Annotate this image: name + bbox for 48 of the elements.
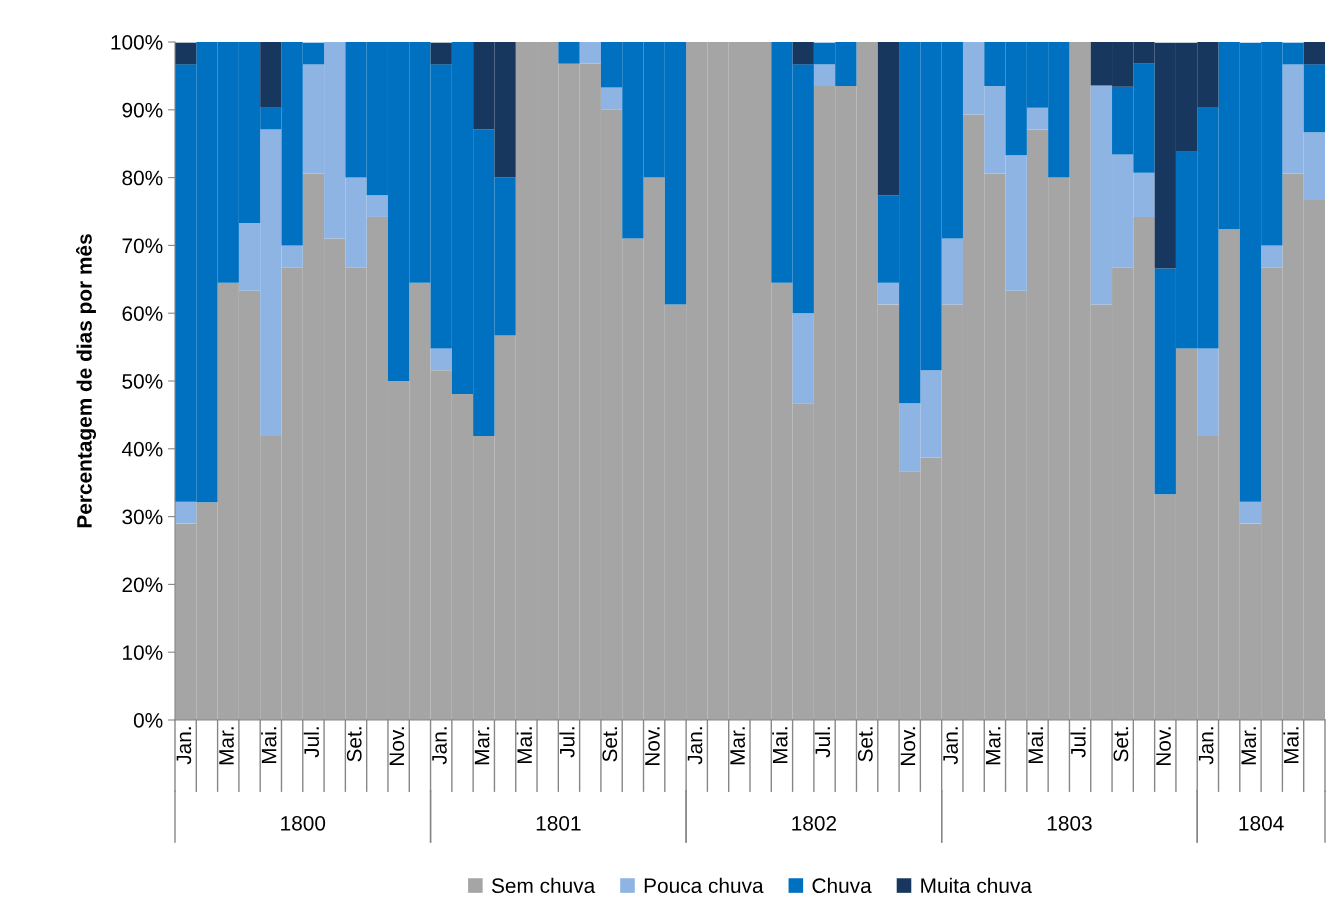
x-tick-label: Jan.: [943, 727, 958, 765]
y-tick-label: 0%: [133, 713, 163, 728]
x-tick-label: Mar.: [730, 727, 745, 765]
y-tick-label: 40%: [121, 441, 163, 457]
x-tick-label: Mar.: [474, 727, 490, 765]
x-tick-label: Jan.: [687, 727, 703, 765]
x-tick-label: Jan.: [432, 727, 447, 765]
y-tick-label: 100%: [111, 35, 163, 50]
y-tick-label: 50%: [122, 374, 163, 389]
x-tick-label: Jul.: [814, 727, 831, 758]
y-tick-label: 60%: [122, 306, 163, 321]
x-tick-label: Jul.: [303, 727, 320, 758]
y-tick-label: 90%: [122, 102, 163, 118]
y-tick-label: 10%: [123, 645, 163, 660]
x-tick-label: Jan.: [1198, 727, 1214, 765]
x-tick-label: Mai.: [772, 727, 788, 764]
x-tick-label: Set.: [857, 727, 873, 762]
x-tick-label: Nov.: [1156, 727, 1171, 766]
legend-label: Pouca chuva: [644, 877, 764, 894]
x-tick-label: Jul.: [559, 727, 575, 758]
x-tick-label: Mai.: [516, 727, 532, 764]
text: 1804: [1239, 815, 1284, 831]
x-tick-label: Nov.: [389, 727, 405, 766]
legend-label: Chuva: [812, 877, 872, 894]
x-tick-label: Nov.: [645, 727, 660, 766]
legend-label: Sem chuva: [491, 877, 596, 894]
text: 1801: [536, 815, 581, 831]
x-tick-label: Set.: [602, 727, 618, 762]
y-tick-label: 20%: [122, 577, 163, 593]
x-tick-label: Jan.: [176, 727, 192, 765]
y-tick-label: 70%: [122, 238, 163, 254]
x-tick-label: Mar.: [1241, 727, 1257, 765]
x-tick-label: Nov.: [900, 727, 916, 766]
x-tick-label: Mar.: [219, 727, 234, 765]
legend-label: Muita chuva: [921, 877, 1032, 894]
text: 1803: [1047, 815, 1092, 831]
text: 1800: [281, 815, 326, 831]
x-tick-label: Set.: [346, 727, 362, 762]
x-tick-label: Mai.: [1027, 727, 1044, 764]
y-tick-label: 30%: [122, 509, 163, 525]
x-tick-label: Mar.: [985, 727, 1001, 765]
x-tick-label: Set.: [1113, 727, 1129, 762]
y-axis-title: Percentagem de dias por mês: [76, 234, 97, 528]
x-tick-label: Jul.: [1070, 727, 1086, 758]
y-tick-label: 80%: [122, 170, 163, 186]
x-tick-label: Mai.: [1283, 727, 1299, 764]
x-tick-label: Mai.: [261, 727, 277, 764]
text: 1802: [792, 815, 837, 831]
